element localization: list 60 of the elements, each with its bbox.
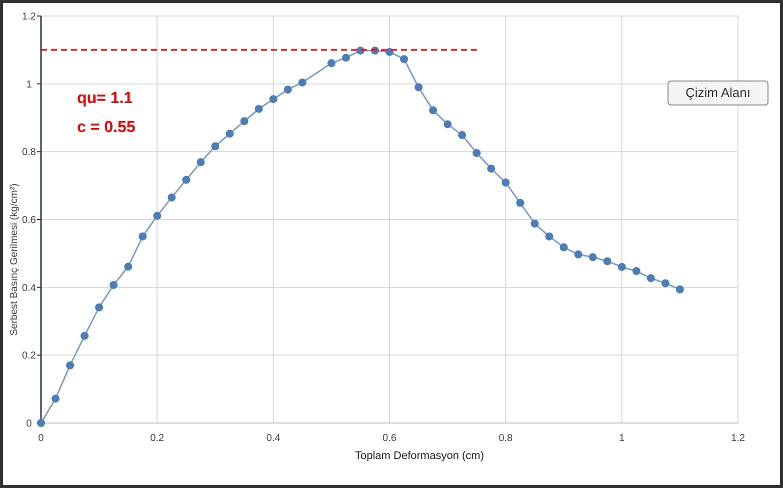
x-axis-title: Toplam Deformasyon (cm): [355, 450, 484, 462]
point: [168, 193, 176, 202]
point: [502, 178, 510, 187]
point: [646, 274, 655, 282]
y-axis-title: Serbest Basınç Gerilmesi (kg/cm²): [9, 183, 20, 336]
x-tick-label: 0.6: [382, 433, 397, 444]
point: [676, 285, 684, 294]
point: [80, 332, 89, 340]
point: [110, 280, 118, 289]
x-tick-label: 1.2: [731, 433, 746, 444]
point: [284, 86, 292, 94]
annotation: qu= 1.1: [77, 90, 133, 107]
annotation: Çizim Alanı: [685, 85, 751, 100]
point: [530, 220, 539, 228]
x-tick-label: 0: [38, 433, 44, 444]
point: [211, 142, 220, 150]
point: [342, 54, 350, 62]
point: [138, 232, 147, 240]
x-tick-label: 1: [619, 433, 626, 444]
point: [182, 176, 190, 184]
point: [472, 149, 481, 158]
y-tick-label: 0.4: [22, 282, 36, 294]
point: [429, 106, 438, 114]
x-tick-label: 0.2: [150, 433, 165, 444]
point: [240, 117, 248, 126]
point: [560, 243, 568, 252]
point: [386, 48, 394, 56]
point: [545, 232, 554, 240]
point: [226, 130, 234, 138]
point: [52, 394, 60, 403]
point: [269, 95, 278, 104]
x-tick-label: 0.8: [498, 433, 514, 444]
point: [632, 267, 640, 276]
y-tick-label: 0.6: [22, 215, 36, 226]
point: [400, 55, 408, 64]
point: [574, 250, 582, 258]
point: [298, 78, 306, 86]
y-tick-label: 1.2: [22, 12, 36, 22]
y-tick-label: 0: [26, 418, 32, 430]
y-tick-label: 0.2: [22, 350, 36, 362]
point: [153, 212, 162, 220]
point: [414, 83, 423, 92]
annotation: c = 0.55: [77, 119, 136, 136]
point: [95, 303, 104, 312]
y-tick-label: 0.8: [22, 147, 36, 158]
point: [124, 262, 132, 271]
point: [66, 361, 74, 370]
point: [327, 59, 336, 68]
point: [618, 262, 626, 271]
point: [661, 279, 670, 288]
point: [444, 120, 452, 128]
point: [603, 257, 612, 266]
x-tick-label: 0.4: [266, 433, 281, 444]
point: [487, 164, 496, 173]
y-tick-label: 1: [26, 79, 32, 90]
point: [588, 253, 597, 262]
point: [516, 198, 524, 207]
point: [196, 158, 205, 166]
point: [458, 131, 466, 140]
point: [254, 104, 263, 113]
